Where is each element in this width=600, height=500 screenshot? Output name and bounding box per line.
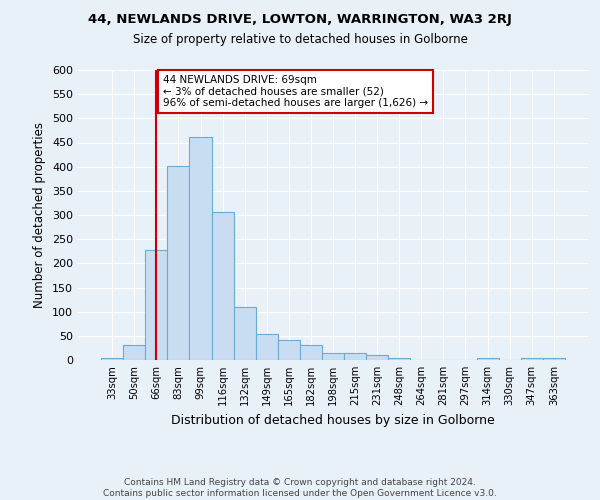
Text: 44, NEWLANDS DRIVE, LOWTON, WARRINGTON, WA3 2RJ: 44, NEWLANDS DRIVE, LOWTON, WARRINGTON, … bbox=[88, 12, 512, 26]
X-axis label: Distribution of detached houses by size in Golborne: Distribution of detached houses by size … bbox=[171, 414, 495, 426]
Bar bbox=[322, 353, 344, 360]
Bar bbox=[233, 307, 256, 360]
Bar bbox=[278, 340, 300, 360]
Text: 44 NEWLANDS DRIVE: 69sqm
← 3% of detached houses are smaller (52)
96% of semi-de: 44 NEWLANDS DRIVE: 69sqm ← 3% of detache… bbox=[163, 75, 428, 108]
Bar bbox=[123, 345, 145, 360]
Bar bbox=[388, 358, 410, 360]
Bar bbox=[212, 212, 233, 360]
Bar bbox=[145, 250, 167, 360]
Bar bbox=[300, 345, 322, 360]
Text: Size of property relative to detached houses in Golborne: Size of property relative to detached ho… bbox=[133, 32, 467, 46]
Bar bbox=[344, 353, 366, 360]
Bar bbox=[366, 355, 388, 360]
Bar bbox=[101, 358, 123, 360]
Bar bbox=[256, 334, 278, 360]
Bar bbox=[476, 358, 499, 360]
Bar bbox=[190, 136, 212, 360]
Bar bbox=[167, 166, 190, 360]
Bar bbox=[521, 358, 543, 360]
Bar bbox=[543, 358, 565, 360]
Text: Contains HM Land Registry data © Crown copyright and database right 2024.
Contai: Contains HM Land Registry data © Crown c… bbox=[103, 478, 497, 498]
Y-axis label: Number of detached properties: Number of detached properties bbox=[34, 122, 46, 308]
